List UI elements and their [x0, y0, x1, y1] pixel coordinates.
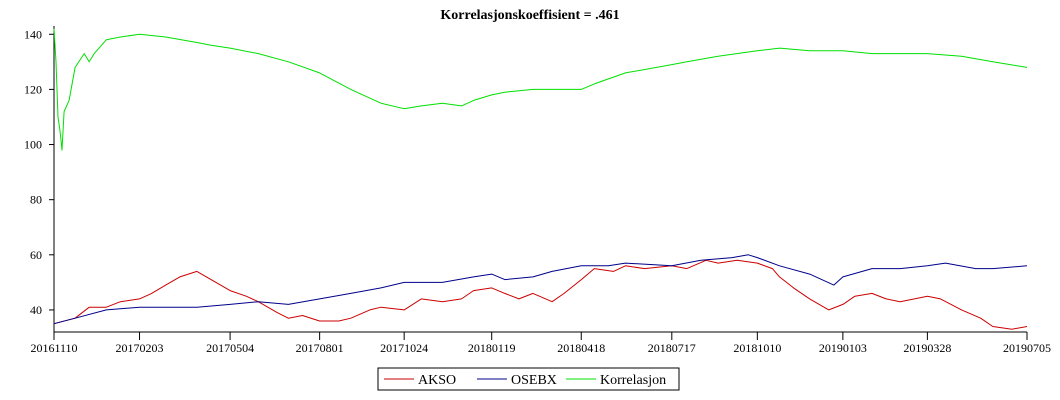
chart-title: Korrelasjonskoeffisient = .461	[440, 8, 619, 23]
y-tick-label: 60	[30, 248, 42, 262]
y-tick-label: 140	[24, 27, 42, 41]
x-tick-label: 20190328	[903, 341, 951, 355]
x-tick-label: 20190705	[1003, 341, 1051, 355]
x-tick-label: 20180119	[468, 341, 516, 355]
series-group	[53, 28, 1028, 330]
x-tick-label: 20181010	[733, 341, 781, 355]
x-tick-label: 20170801	[296, 341, 344, 355]
series-line-korrelasjon	[53, 28, 1028, 151]
y-tick-label: 100	[24, 138, 42, 152]
x-tick-label: 20190103	[819, 341, 867, 355]
series-line-osebx	[53, 254, 1028, 325]
y-tick-label: 120	[24, 82, 42, 96]
x-tick-label: 20170504	[206, 341, 254, 355]
x-tick-label: 20180717	[648, 341, 696, 355]
x-tick-label: 20170203	[116, 341, 164, 355]
x-tick-label: 20171024	[380, 341, 428, 355]
legend-label-akso: AKSO	[418, 373, 456, 388]
y-tick-label: 40	[30, 303, 42, 317]
legend-label-osebx: OSEBX	[511, 373, 557, 388]
x-tick-label: 20180418	[557, 341, 605, 355]
legend: AKSO OSEBX Korrelasjon	[377, 367, 680, 391]
y-tick-label: 80	[30, 193, 42, 207]
legend-label-korrelasjon: Korrelasjon	[600, 373, 666, 388]
x-tick-label: 20161110	[30, 341, 77, 355]
series-line-akso	[53, 259, 1028, 330]
axes: 40 60 80 100 120 140 20161110 20170203 20170504 2…	[24, 26, 1051, 355]
legend-box	[377, 367, 680, 391]
